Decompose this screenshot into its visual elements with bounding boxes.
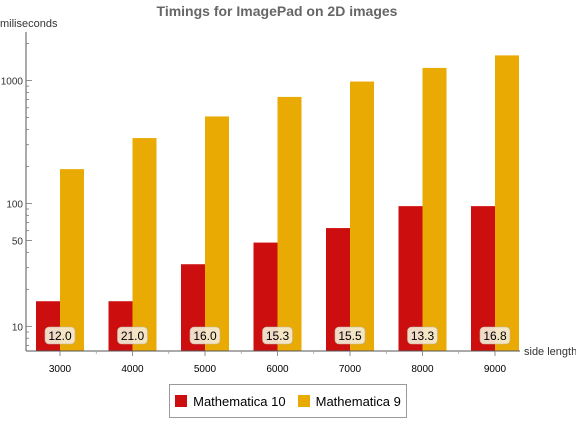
bar-mathematica-9-9000 (495, 55, 519, 351)
plot-area: 10 50 100 1000 3000 4000 5000 6000 7000 8000 9000 1… (1, 32, 520, 375)
speedup-label-5: 13.3 (411, 329, 435, 343)
x-tick-label-6000: 6000 (266, 364, 289, 375)
speedup-label-4: 15.5 (338, 329, 362, 343)
x-axis-label: side length (524, 346, 576, 358)
speedup-label-6: 16.8 (483, 329, 507, 343)
bar-mathematica-9-5000 (205, 116, 229, 352)
x-tick-label-9000: 9000 (484, 364, 507, 375)
legend-label-mathematica-9: Mathematica 9 (315, 393, 401, 409)
x-tick-label-7000: 7000 (339, 364, 362, 375)
x-tick-label-3000: 3000 (49, 364, 72, 375)
legend-item-mathematica-9: Mathematica 9 (297, 393, 401, 409)
x-tick-label-5000: 5000 (194, 364, 217, 375)
bar-mathematica-9-4000 (132, 138, 157, 351)
legend: Mathematica 10 Mathematica 9 (169, 384, 407, 418)
y-tick-label-50: 50 (12, 236, 24, 247)
speedup-label-1: 21.0 (121, 329, 145, 343)
legend-label-mathematica-10: Mathematica 10 (193, 393, 286, 409)
y-tick-label-10: 10 (12, 322, 24, 333)
x-tick-label-8000: 8000 (411, 364, 434, 375)
bar-mathematica-9-8000 (422, 67, 447, 352)
y-axis-label: miliseconds (0, 18, 58, 30)
speedup-label-bg-0 (44, 326, 76, 345)
speedup-label-bg-1 (117, 326, 148, 345)
speedup-label-bg-6 (479, 326, 511, 345)
bar-mathematica-9-3000 (60, 169, 84, 351)
speedup-label-0: 12.0 (48, 329, 72, 343)
speedup-label-3: 15.3 (266, 329, 290, 343)
speedup-label-bg-5 (407, 326, 438, 345)
chart-title: Timings for ImagePad on 2D images (157, 3, 398, 19)
speedup-label-bg-3 (262, 326, 293, 345)
bar-mathematica-9-7000 (350, 81, 374, 352)
legend-item-mathematica-10: Mathematica 10 (175, 394, 286, 409)
legend-swatch-mathematica-9 (297, 395, 310, 407)
bar-mathematica-9-6000 (277, 96, 302, 351)
speedup-label-bg-4 (334, 326, 366, 345)
y-tick-label-1000: 1000 (1, 76, 24, 87)
x-tick-label-4000: 4000 (121, 364, 144, 375)
speedup-label-bg-2 (189, 326, 221, 345)
legend-swatch-mathematica-10 (175, 395, 188, 407)
y-tick-label-100: 100 (6, 199, 23, 210)
speedup-label-2: 16.0 (193, 329, 217, 343)
